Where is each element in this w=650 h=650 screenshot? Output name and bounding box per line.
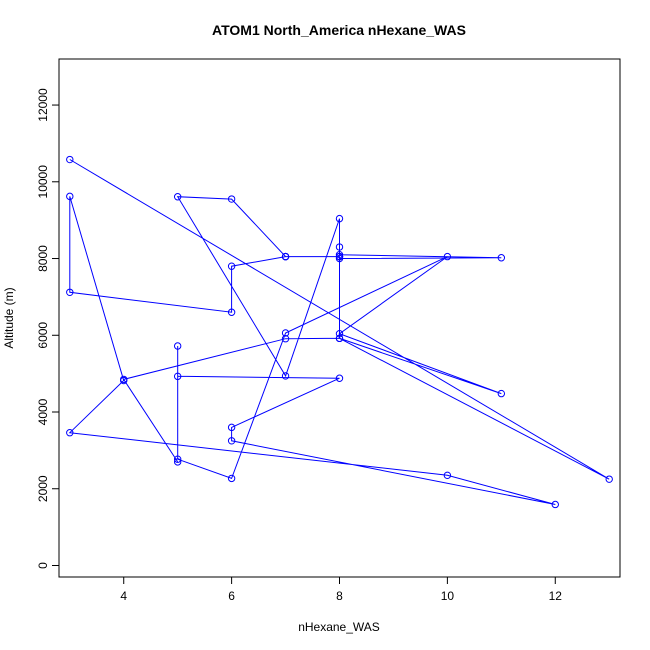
data-point xyxy=(335,214,344,223)
data-point xyxy=(497,254,506,262)
data-point xyxy=(605,475,613,483)
data-point xyxy=(551,500,559,509)
x-tick-label: 6 xyxy=(228,589,235,603)
data-point xyxy=(173,193,182,201)
data-point xyxy=(173,458,182,466)
data-point xyxy=(227,262,236,270)
data-point xyxy=(281,329,290,337)
data-point xyxy=(173,342,182,350)
data-point xyxy=(497,389,506,398)
x-tick-label: 8 xyxy=(336,589,343,603)
data-point xyxy=(173,372,182,381)
x-axis-label: nHexane_WAS xyxy=(298,620,380,634)
y-tick-label: 6000 xyxy=(36,322,50,349)
data-point xyxy=(173,455,182,463)
data-point xyxy=(281,372,290,380)
data-point xyxy=(443,471,452,480)
y-tick-label: 12000 xyxy=(36,88,50,122)
data-point xyxy=(66,155,74,164)
series-line xyxy=(68,159,610,505)
data-point xyxy=(335,252,344,261)
data-point xyxy=(335,250,344,259)
y-tick-label: 2000 xyxy=(36,475,50,502)
x-tick-label: 12 xyxy=(549,589,563,603)
y-tick-label: 0 xyxy=(36,562,50,569)
data-point xyxy=(120,375,128,384)
x-tick-label: 4 xyxy=(120,589,127,603)
data-point xyxy=(227,423,236,432)
data-point xyxy=(227,195,236,203)
data-point xyxy=(335,334,344,343)
data-point xyxy=(227,308,236,316)
data-point xyxy=(66,429,74,437)
data-point xyxy=(443,252,452,261)
x-axis: 4 6 8 10 12 xyxy=(120,577,562,603)
chart-title: ATOM1 North_America nHexane_WAS xyxy=(212,22,466,38)
y-tick-label: 8000 xyxy=(36,245,50,272)
data-point xyxy=(335,254,344,263)
data-point xyxy=(281,252,290,261)
data-point xyxy=(281,335,290,343)
data-point xyxy=(227,474,236,483)
y-axis-label: Altitude (m) xyxy=(2,287,16,348)
data-point xyxy=(335,330,344,338)
x-tick-label: 10 xyxy=(441,589,455,603)
y-tick-label: 10000 xyxy=(36,165,50,199)
data-point xyxy=(227,437,236,445)
series-layer xyxy=(66,155,613,509)
data-point xyxy=(66,288,74,296)
y-axis: 0 2000 4000 6000 8000 10000 12000 xyxy=(36,88,59,569)
data-point xyxy=(335,243,344,251)
data-point xyxy=(335,374,344,382)
y-tick-label: 4000 xyxy=(36,398,50,425)
data-point xyxy=(66,192,74,201)
